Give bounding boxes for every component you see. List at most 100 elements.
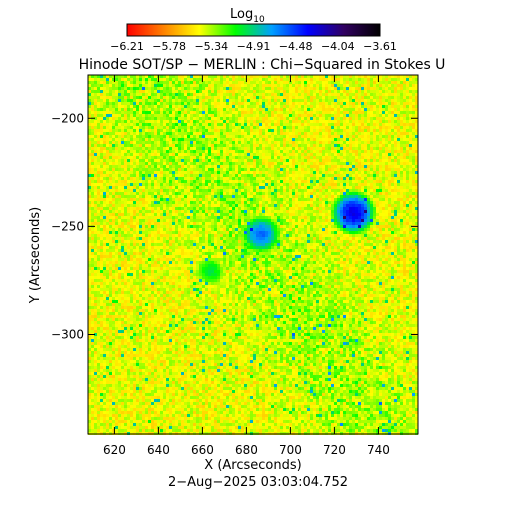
heatmap-cell — [373, 129, 376, 132]
heatmap-cell — [115, 171, 118, 174]
heatmap-cell — [388, 132, 391, 135]
heatmap-cell — [325, 174, 328, 177]
heatmap-cell — [313, 204, 316, 207]
heatmap-cell — [274, 144, 277, 147]
heatmap-cell — [151, 153, 154, 156]
heatmap-cell — [289, 87, 292, 90]
heatmap-cell — [352, 192, 355, 195]
heatmap-cell — [415, 207, 418, 210]
heatmap-cell — [130, 138, 133, 141]
heatmap-cell — [103, 150, 106, 153]
heatmap-cell — [343, 207, 346, 210]
heatmap-cell — [247, 150, 250, 153]
heatmap-cell — [307, 102, 310, 105]
heatmap-cell — [172, 132, 175, 135]
heatmap-cell — [256, 75, 259, 78]
colorbar-tick-label: −3.61 — [363, 40, 397, 53]
heatmap-cell — [325, 189, 328, 192]
heatmap-cell — [247, 177, 250, 180]
heatmap-cell — [211, 78, 214, 81]
heatmap-cell — [313, 99, 316, 102]
heatmap-cell — [97, 156, 100, 159]
heatmap-cell — [331, 186, 334, 189]
heatmap-cell — [394, 189, 397, 192]
heatmap-cell — [358, 126, 361, 129]
heatmap-cell — [301, 207, 304, 210]
heatmap-cell — [109, 153, 112, 156]
heatmap-cell — [283, 192, 286, 195]
heatmap-cell — [373, 204, 376, 207]
heatmap-cell — [184, 174, 187, 177]
heatmap-cell — [253, 144, 256, 147]
heatmap-cell — [295, 183, 298, 186]
heatmap-cell — [124, 99, 127, 102]
heatmap-cell — [151, 120, 154, 123]
heatmap-cell — [199, 138, 202, 141]
heatmap-cell — [241, 87, 244, 90]
heatmap-cell — [190, 90, 193, 93]
heatmap-cell — [352, 147, 355, 150]
heatmap-cell — [355, 153, 358, 156]
heatmap-cell — [301, 144, 304, 147]
heatmap-cell — [250, 135, 253, 138]
heatmap-cell — [226, 168, 229, 171]
heatmap-cell — [370, 153, 373, 156]
heatmap-cell — [325, 108, 328, 111]
heatmap-cell — [124, 147, 127, 150]
heatmap-cell — [247, 198, 250, 201]
heatmap-cell — [292, 168, 295, 171]
heatmap-cell — [184, 129, 187, 132]
heatmap-cell — [178, 111, 181, 114]
heatmap-cell — [373, 135, 376, 138]
heatmap-cell — [88, 141, 91, 144]
heatmap-cell — [298, 117, 301, 120]
heatmap-cell — [115, 159, 118, 162]
heatmap-cell — [313, 75, 316, 78]
heatmap-cell — [124, 87, 127, 90]
heatmap-cell — [187, 195, 190, 198]
heatmap-cell — [319, 183, 322, 186]
heatmap-cell — [181, 156, 184, 159]
heatmap-cell — [331, 138, 334, 141]
heatmap-cell — [241, 108, 244, 111]
heatmap-cell — [373, 201, 376, 204]
heatmap-cell — [202, 117, 205, 120]
heatmap-cell — [355, 99, 358, 102]
heatmap-cell — [142, 93, 145, 96]
heatmap-cell — [382, 207, 385, 210]
heatmap-cell — [337, 147, 340, 150]
heatmap-cell — [142, 174, 145, 177]
heatmap-cell — [415, 180, 418, 183]
heatmap-cell — [151, 159, 154, 162]
heatmap-cell — [277, 108, 280, 111]
heatmap-cell — [157, 204, 160, 207]
heatmap-cell — [178, 159, 181, 162]
heatmap-cell — [190, 102, 193, 105]
heatmap-cell — [280, 138, 283, 141]
heatmap-cell — [322, 198, 325, 201]
heatmap-cell — [271, 204, 274, 207]
heatmap-cell — [256, 150, 259, 153]
heatmap-cell — [106, 132, 109, 135]
heatmap-cell — [379, 180, 382, 183]
heatmap-cell — [133, 96, 136, 99]
heatmap-cell — [370, 159, 373, 162]
heatmap-cell — [91, 168, 94, 171]
heatmap-cell — [196, 162, 199, 165]
heatmap-cell — [283, 159, 286, 162]
heatmap-cell — [115, 105, 118, 108]
heatmap-cell — [166, 210, 169, 213]
heatmap-cell — [127, 195, 130, 198]
heatmap-cell — [91, 201, 94, 204]
heatmap-cell — [370, 192, 373, 195]
heatmap-cell — [241, 144, 244, 147]
heatmap-cell — [355, 144, 358, 147]
heatmap-cell — [277, 168, 280, 171]
heatmap-cell — [115, 144, 118, 147]
heatmap-cell — [397, 183, 400, 186]
heatmap-cell — [106, 99, 109, 102]
heatmap-cell — [121, 186, 124, 189]
heatmap-cell — [358, 198, 361, 201]
heatmap-cell — [199, 207, 202, 210]
heatmap-cell — [328, 162, 331, 165]
